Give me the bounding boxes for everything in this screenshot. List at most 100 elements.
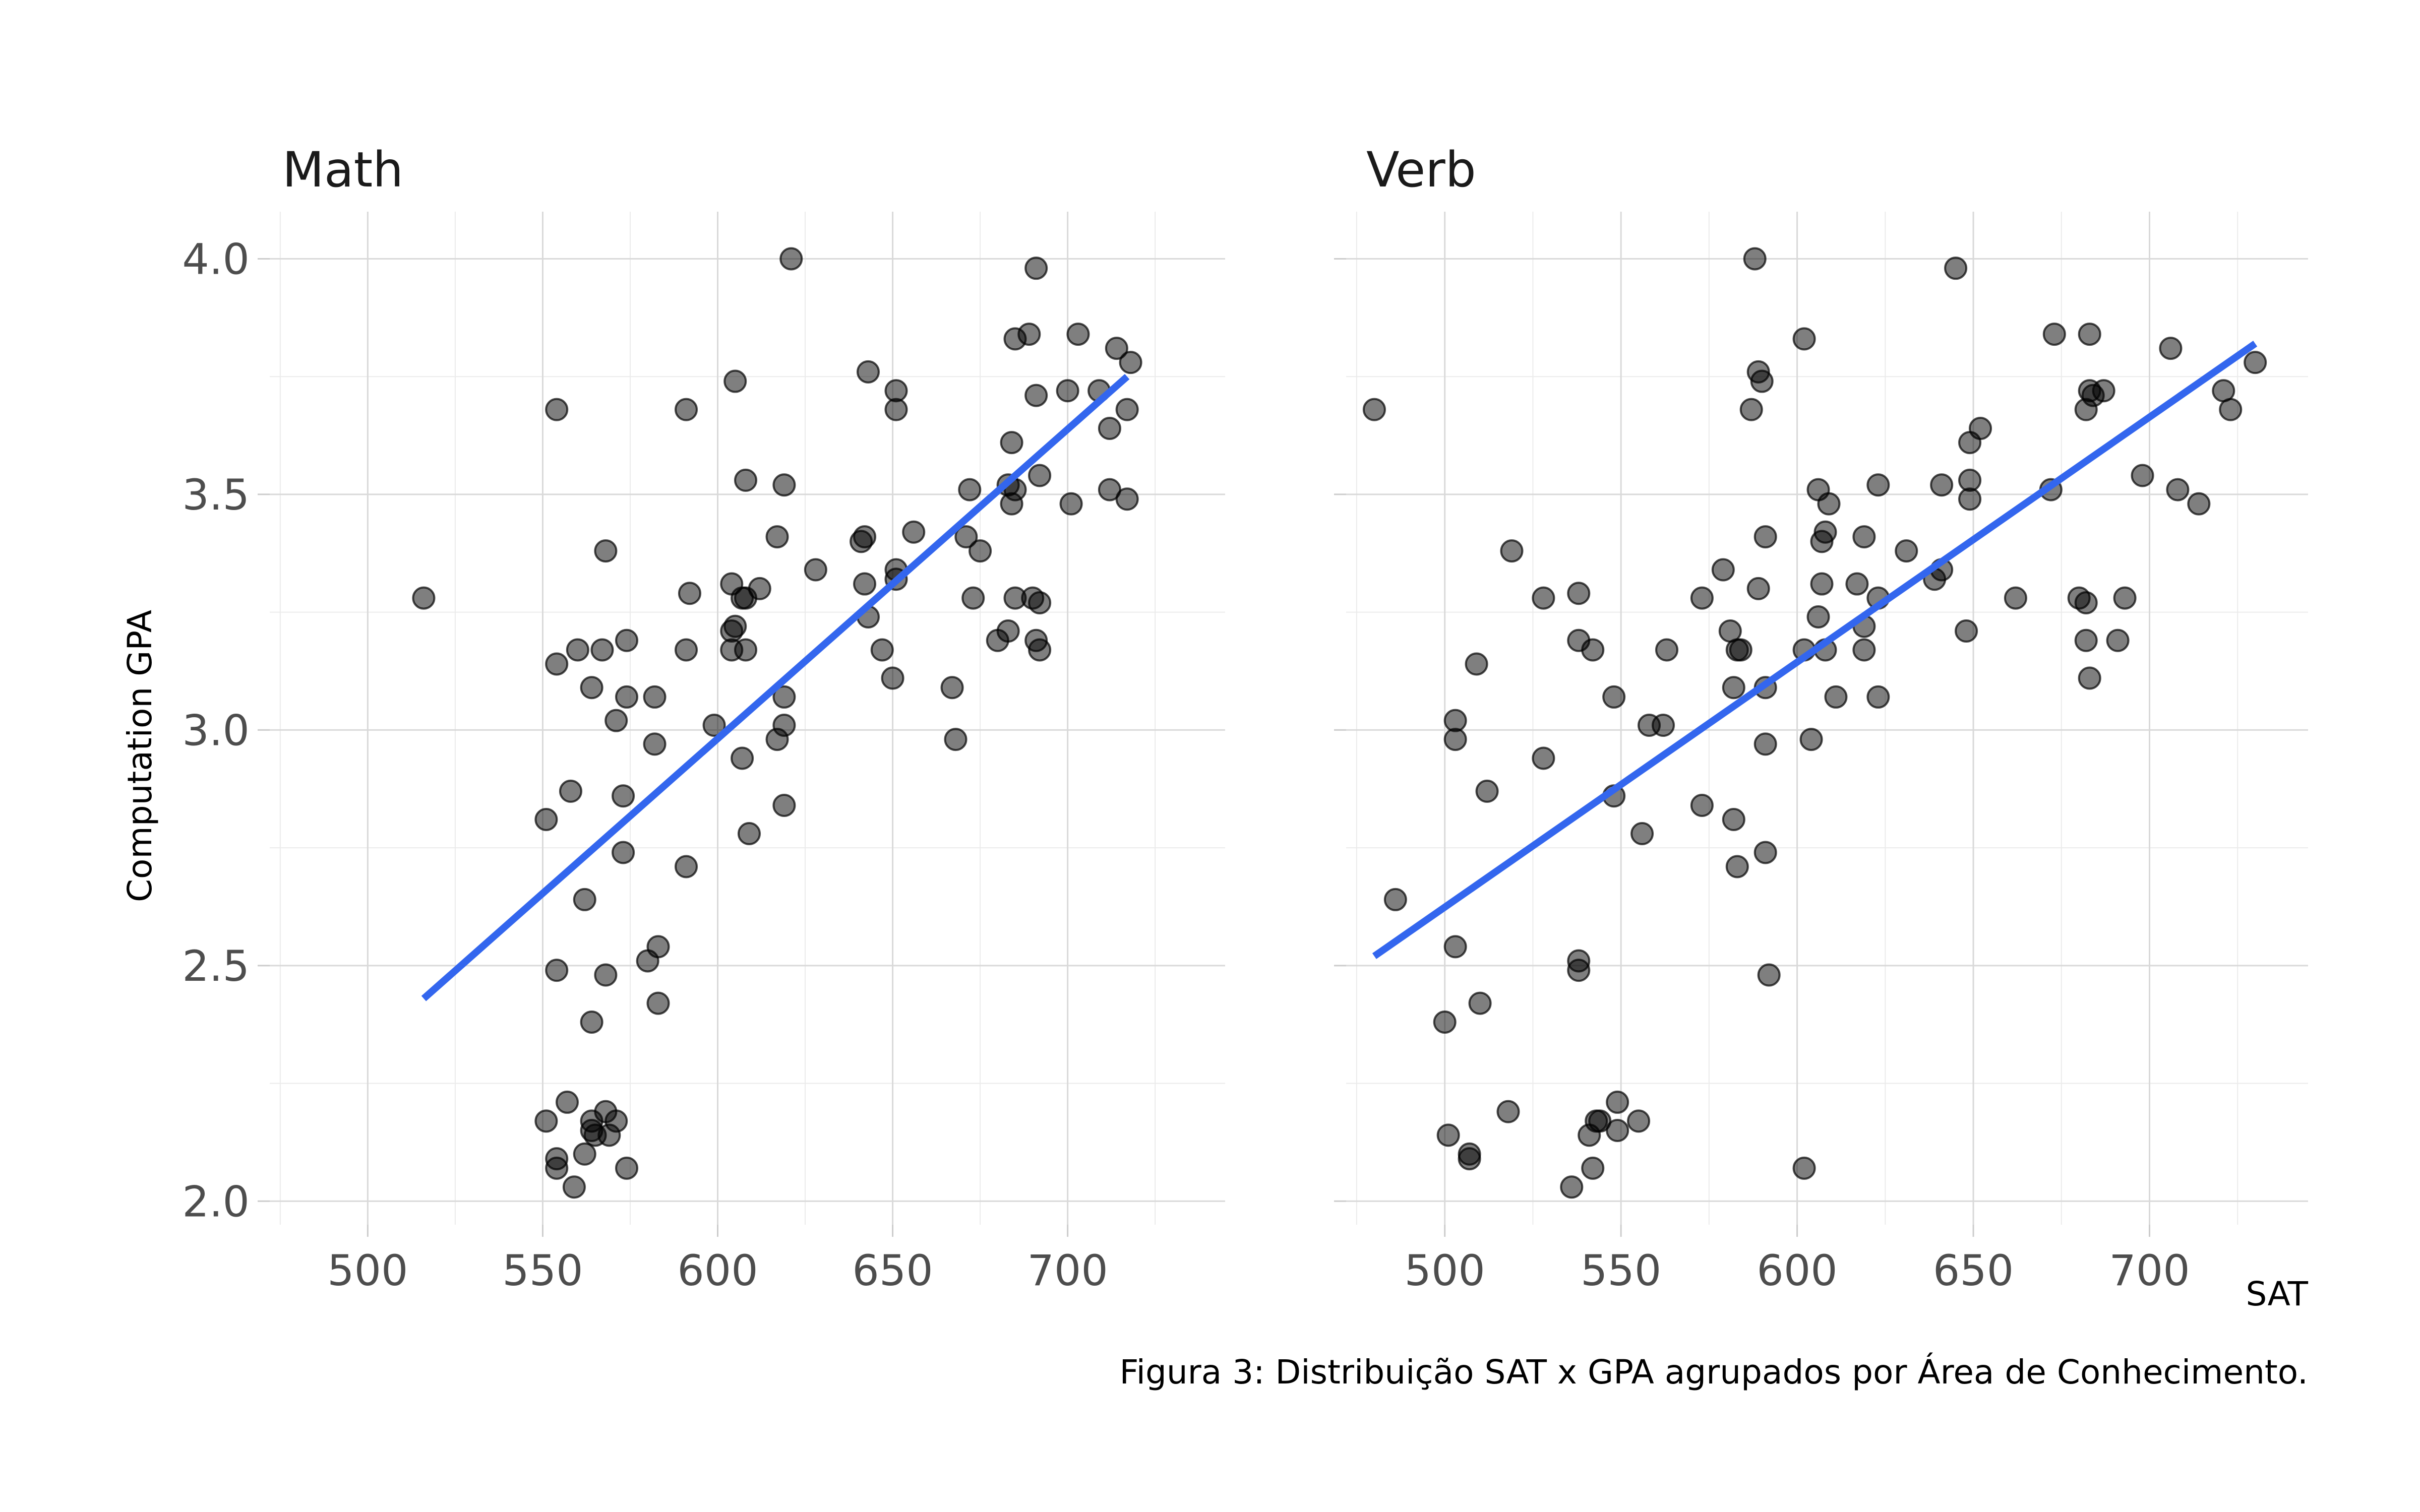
- data-point: [723, 369, 747, 393]
- x-tick-label: 550: [1581, 1246, 1661, 1295]
- data-point: [545, 959, 569, 982]
- data-point: [1866, 685, 1890, 709]
- data-point: [580, 676, 603, 700]
- data-point: [723, 614, 747, 638]
- data-point: [1866, 473, 1890, 497]
- data-point: [1824, 685, 1848, 709]
- data-point: [1852, 525, 1876, 549]
- y-tick-label: 3.0: [182, 706, 250, 755]
- data-point: [615, 628, 639, 652]
- data-point: [1443, 728, 1467, 751]
- data-point: [870, 638, 894, 662]
- data-point: [772, 714, 796, 737]
- data-point: [1655, 638, 1678, 662]
- data-point: [1722, 808, 1745, 831]
- data-point: [1465, 652, 1488, 676]
- data-point: [1750, 369, 1774, 393]
- data-point: [1845, 572, 1869, 596]
- data-point: [1852, 638, 1876, 662]
- data-point: [1690, 586, 1714, 610]
- data-point: [2074, 591, 2098, 614]
- data-point: [594, 963, 618, 987]
- data-point: [604, 1109, 628, 1133]
- data-point: [1119, 351, 1142, 374]
- data-point: [594, 539, 618, 563]
- data-point: [615, 685, 639, 709]
- data-point: [1602, 685, 1626, 709]
- data-point: [1969, 417, 1992, 440]
- verb-fit: [1372, 341, 2258, 959]
- data-point: [562, 1175, 586, 1199]
- data-point: [2166, 478, 2190, 501]
- data-point: [1567, 582, 1591, 605]
- data-point: [1753, 525, 1777, 549]
- data-point: [1799, 728, 1823, 751]
- data-point: [804, 558, 827, 582]
- data-point: [590, 638, 614, 662]
- data-point: [853, 525, 877, 549]
- x-tick-label: 500: [327, 1246, 408, 1295]
- data-point: [1792, 1156, 1816, 1180]
- facet-verb: 500 550 600 650 700 Verb: [1334, 142, 2308, 1295]
- data-point: [772, 685, 796, 709]
- data-point: [2219, 398, 2243, 421]
- data-point: [1652, 714, 1675, 737]
- data-point: [737, 822, 761, 846]
- data-point: [1955, 619, 1978, 643]
- data-point: [731, 746, 754, 770]
- data-point: [556, 1090, 579, 1114]
- data-point: [961, 586, 985, 610]
- math-fit: [421, 373, 1130, 1001]
- data-point: [534, 808, 558, 831]
- data-point: [1017, 323, 1041, 346]
- data-point: [573, 888, 596, 911]
- data-point: [1028, 464, 1052, 487]
- data-point: [1362, 398, 1386, 421]
- x-tick-label: 600: [1757, 1246, 1837, 1295]
- data-point: [881, 666, 904, 690]
- data-point: [2244, 351, 2267, 374]
- data-point: [675, 398, 698, 421]
- data-point: [1958, 487, 1982, 511]
- data-point: [1690, 793, 1714, 817]
- data-point: [1711, 558, 1735, 582]
- x-tick-label: 600: [677, 1246, 758, 1295]
- data-point: [678, 582, 701, 605]
- data-point: [1930, 473, 1954, 497]
- data-point: [1806, 605, 1830, 628]
- data-point: [1581, 1156, 1605, 1180]
- data-point: [996, 619, 1020, 643]
- facet-title-math: Math: [282, 142, 403, 198]
- data-point: [1496, 1100, 1520, 1123]
- data-point: [1606, 1090, 1629, 1114]
- regression-line: [1372, 341, 2258, 959]
- data-point: [1588, 1109, 1612, 1133]
- data-point: [902, 520, 926, 544]
- data-point: [573, 1142, 596, 1166]
- x-tick-label: 700: [1027, 1246, 1108, 1295]
- data-point: [765, 525, 789, 549]
- data-point: [1792, 327, 1816, 351]
- facet-math: 500 550 600 650 700 2.0 2.5 3.0 3.5 4.0 Math: [182, 142, 1225, 1295]
- data-point: [545, 1156, 569, 1180]
- data-point: [1944, 257, 1968, 280]
- data-point: [545, 652, 569, 676]
- data-point: [734, 468, 758, 492]
- data-point: [702, 714, 726, 737]
- data-point: [1606, 1119, 1629, 1143]
- data-point: [2187, 492, 2211, 516]
- verb-grid: [1346, 212, 2308, 1225]
- data-point: [1468, 991, 1492, 1015]
- y-tick-label: 3.5: [182, 470, 250, 520]
- data-point: [2042, 323, 2066, 346]
- data-point: [1098, 478, 1121, 501]
- data-point: [1028, 638, 1052, 662]
- data-point: [1725, 855, 1749, 878]
- data-point: [969, 539, 992, 563]
- data-point: [604, 709, 628, 732]
- data-point: [772, 793, 796, 817]
- data-point: [1627, 1109, 1651, 1133]
- data-point: [1729, 638, 1752, 662]
- data-point: [1532, 746, 1555, 770]
